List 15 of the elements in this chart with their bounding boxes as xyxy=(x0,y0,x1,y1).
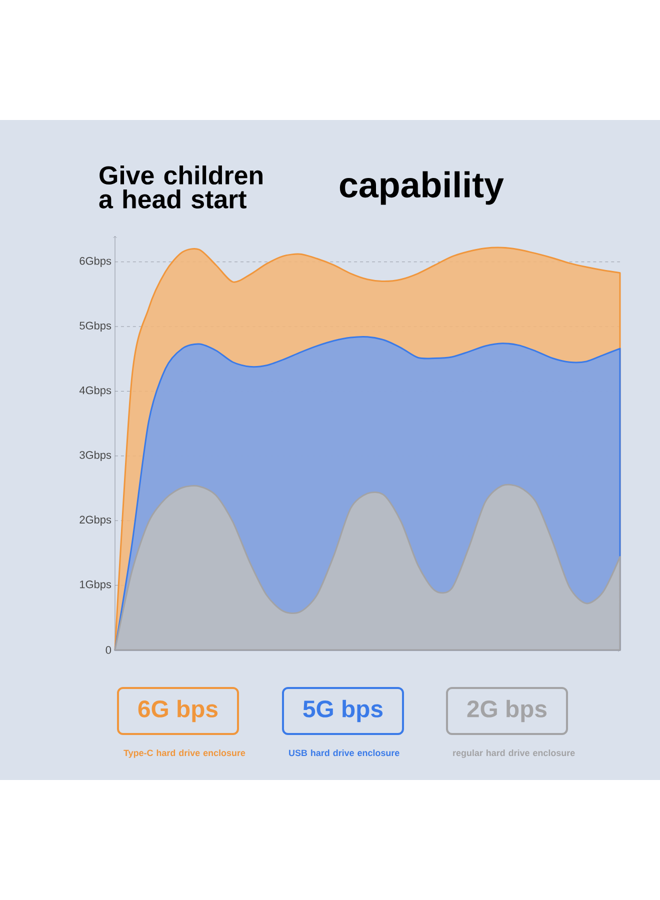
y-tick-label: 1Gbps xyxy=(80,580,112,590)
text: Type-C hard drive enclosure xyxy=(124,750,246,758)
y-tick-label: 0 xyxy=(106,646,112,654)
legend-label: 6G bps xyxy=(138,700,218,722)
y-tick-label: 4Gbps xyxy=(79,386,112,396)
legend-label: 2G bps xyxy=(467,700,547,722)
chart-subtitle: capability xyxy=(340,171,504,205)
y-tick-label: 3Gbps xyxy=(80,450,112,462)
legend-label: 5G bps xyxy=(303,700,383,722)
y-tick-label: 6Gbps xyxy=(80,256,112,267)
text: regular hard drive enclosure xyxy=(453,750,575,758)
chart-title: Give children a head start xyxy=(99,166,262,208)
y-tick-label: 5Gbps xyxy=(80,321,112,332)
y-tick-label: 2Gbps xyxy=(80,516,112,526)
text: USB hard drive enclosure xyxy=(289,750,400,756)
